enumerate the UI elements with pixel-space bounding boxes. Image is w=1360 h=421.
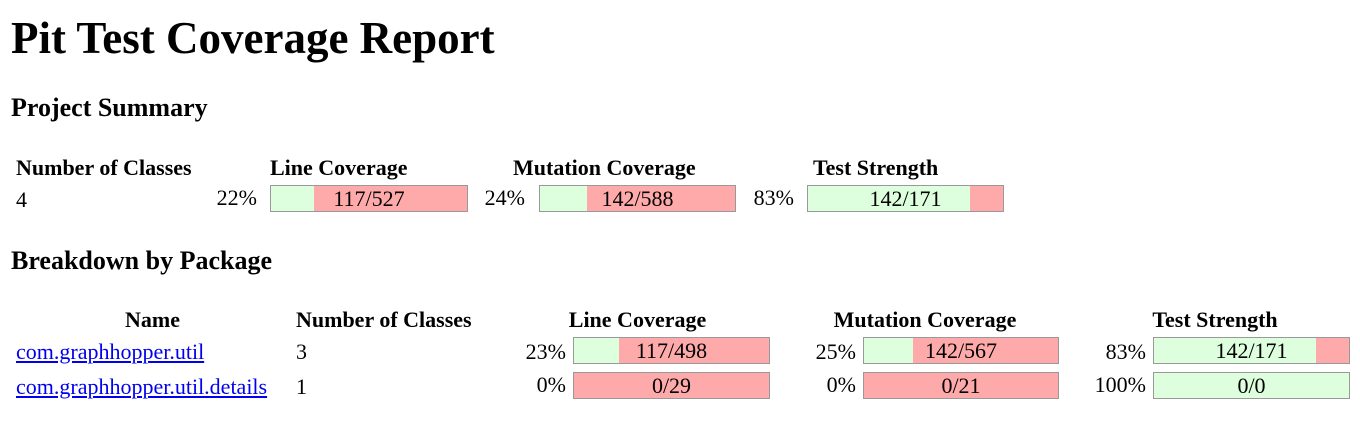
summary-mutation-percent: 24%: [484, 185, 525, 210]
summary-line-coverage-bar: 117/527: [270, 185, 468, 212]
package-mutation-ratio: 0/21: [941, 373, 981, 398]
package-strength-percent: 83%: [1105, 339, 1146, 364]
page-title: Pit Test Coverage Report: [11, 13, 495, 63]
coverage-fill: [574, 338, 619, 363]
package-classes-count: 3: [296, 339, 307, 364]
package-link[interactable]: com.graphhopper.util.details: [16, 374, 268, 399]
package-line-ratio: 117/498: [635, 338, 708, 363]
package-line-ratio: 0/29: [651, 373, 692, 398]
summary-strength-percent: 83%: [753, 185, 794, 210]
coverage-fill: [540, 186, 587, 211]
breakdown-header-line-coverage: Line Coverage: [568, 307, 707, 332]
table-row: com.graphhopper.util.details: [16, 375, 267, 399]
package-line-percent: 23%: [525, 339, 566, 364]
summary-line-percent: 22%: [216, 185, 257, 210]
project-summary-heading: Project Summary: [11, 93, 208, 122]
package-line-coverage-bar: 117/498: [573, 337, 770, 364]
package-line-percent: 0%: [536, 372, 566, 397]
package-line-coverage-bar: 0/29: [573, 372, 770, 399]
summary-strength-ratio: 142/171: [869, 186, 942, 211]
summary-header-mutation-coverage: Mutation Coverage: [513, 155, 696, 180]
summary-mutation-coverage-bar: 142/588: [539, 185, 736, 212]
package-mutation-percent: 0%: [826, 372, 856, 397]
summary-header-test-strength: Test Strength: [813, 155, 939, 180]
breakdown-header-test-strength: Test Strength: [1152, 307, 1278, 332]
package-mutation-ratio: 142/567: [924, 338, 998, 363]
package-link[interactable]: com.graphhopper.util: [16, 339, 205, 364]
package-strength-ratio: 142/171: [1215, 338, 1288, 363]
package-mutation-coverage-bar: 142/567: [863, 337, 1059, 364]
package-mutation-percent: 25%: [815, 339, 856, 364]
summary-classes-count: 4: [16, 187, 27, 212]
package-strength-percent: 100%: [1094, 372, 1146, 397]
package-test-strength-bar: 0/0: [1153, 372, 1350, 399]
summary-header-classes: Number of Classes: [16, 155, 192, 180]
summary-line-ratio: 117/527: [333, 186, 405, 211]
breakdown-heading: Breakdown by Package: [11, 246, 272, 275]
package-strength-ratio: 0/0: [1237, 373, 1266, 398]
coverage-fill: [271, 186, 315, 211]
coverage-fill: [808, 186, 970, 211]
coverage-fill: [864, 338, 913, 363]
coverage-fill: [1154, 338, 1316, 363]
package-test-strength-bar: 142/171: [1153, 337, 1350, 364]
breakdown-header-classes: Number of Classes: [296, 307, 472, 332]
package-mutation-coverage-bar: 0/21: [863, 372, 1059, 399]
summary-mutation-ratio: 142/588: [601, 186, 674, 211]
package-classes-count: 1: [296, 374, 307, 399]
table-row: com.graphhopper.util: [16, 340, 204, 364]
coverage-fill: [1154, 373, 1349, 398]
breakdown-header-mutation-coverage: Mutation Coverage: [833, 307, 1017, 332]
summary-header-line-coverage: Line Coverage: [270, 155, 408, 180]
breakdown-header-name: Name: [125, 307, 180, 332]
summary-test-strength-bar: 142/171: [807, 185, 1004, 212]
